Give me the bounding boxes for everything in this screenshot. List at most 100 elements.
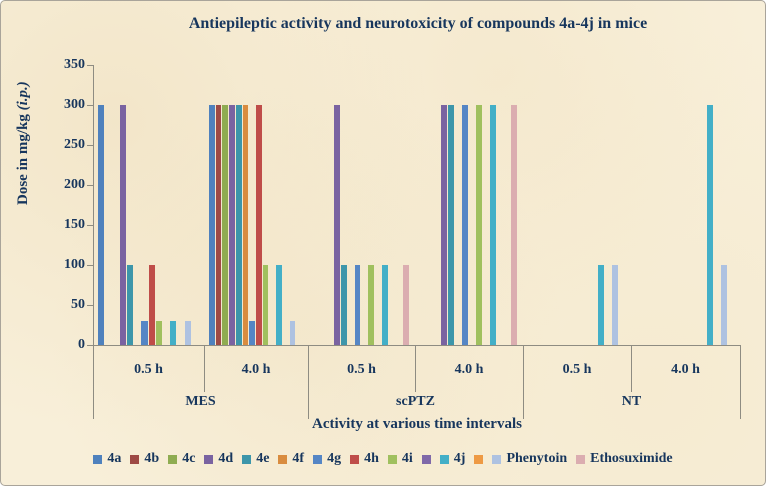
bar-slot [441, 105, 448, 345]
legend-item-4b: 4b [130, 451, 159, 467]
legend-item-4e: 4e [242, 451, 269, 467]
bar-4e-mes-4-0-h [235, 105, 242, 345]
bar-slot [289, 321, 297, 345]
bar-4i-scptz-0-5-h [368, 265, 375, 345]
legend-label: 4b [144, 451, 160, 466]
bar-slot [462, 105, 469, 345]
bar-4e-scptz-4-0-h [448, 105, 454, 345]
legend-item-ethosuximide: Ethosuximide [576, 451, 673, 467]
bar-group-scptz-0-5-h [308, 105, 415, 345]
bar-slot [229, 105, 236, 345]
y-tick-mark [87, 105, 94, 106]
bar-4h-mes-0-5-h [148, 265, 155, 345]
legend-label: 4h [364, 451, 379, 466]
legend-item-4j: 4j [439, 451, 466, 467]
time-interval-label: 4.0 h [671, 362, 700, 377]
bar-slot [612, 265, 619, 345]
y-tick-label: 200 [64, 177, 85, 192]
legend-swatch [93, 454, 103, 464]
category-separator-minor [204, 346, 205, 392]
time-interval-label: 4.0 h [241, 362, 271, 377]
time-interval-label: 0.5 h [134, 362, 163, 377]
bar-4g-mes-0-5-h [141, 321, 148, 345]
y-tick-label: 350 [64, 57, 85, 72]
bar-Phenytoin-mes-0-5-h [184, 321, 191, 345]
bar-4j-nt-0-5-h [598, 265, 604, 345]
bar-slot [215, 105, 223, 345]
bar-4g-scptz-0-5-h [354, 265, 361, 345]
legend-item-4c: 4c [168, 451, 195, 467]
legend: 4a 4b 4c 4d 4e 4f 4g 4h 4i 4j Phenytoin Ethosuximid… [7, 449, 759, 469]
bar-group-nt-0-5-h [523, 265, 631, 345]
bar-slot [256, 105, 263, 345]
legend-label: 4j [453, 451, 466, 466]
model-label-nt: NT [621, 394, 642, 409]
legend-swatch [387, 454, 397, 464]
y-tick-mark [87, 265, 94, 266]
legend-label: 4f [292, 451, 305, 466]
bar-slot [598, 265, 605, 345]
legend-label: 4a [107, 451, 122, 466]
category-separator-major [523, 346, 524, 419]
bar-slot [262, 265, 270, 345]
bar-4d-scptz-4-0-h [441, 105, 447, 345]
bar-4d-mes-4-0-h [229, 105, 235, 345]
bar-Phenytoin-mes-4-0-h [289, 321, 296, 345]
time-interval-label: 0.5 h [347, 362, 376, 377]
legend-swatch [168, 454, 178, 464]
bar-Ethosuximide-scptz-4-0-h [511, 105, 517, 345]
bar-slot [119, 105, 127, 345]
bar-slot [235, 105, 243, 345]
bar-slot [141, 321, 148, 345]
legend-label: 4c [182, 451, 196, 466]
y-tick-label: 50 [71, 297, 85, 312]
legend-item-4g: 4g [313, 451, 341, 467]
legend-swatch [130, 454, 140, 464]
category-separator-minor [415, 346, 416, 392]
legend-label: 4e [256, 451, 270, 466]
bar-slot [476, 105, 483, 345]
y-tick-label: 100 [64, 257, 85, 272]
bar-slot [340, 265, 348, 345]
bar-slot [402, 265, 410, 345]
bar-slot [98, 105, 105, 345]
y-tick-mark [87, 345, 94, 346]
bar-4g-mes-4-0-h [249, 321, 256, 345]
y-axis-title-text: Dose in mg/kg [15, 110, 31, 205]
y-axis-title-italic: (i.p.) [15, 81, 31, 111]
y-tick-mark [87, 305, 94, 306]
bar-slot [184, 321, 192, 345]
legend-label: 4d [218, 451, 234, 466]
bar-4d-mes-0-5-h [119, 105, 126, 345]
legend-label: Ethosuximide [590, 451, 673, 466]
time-interval-label: 0.5 h [562, 362, 592, 377]
plot-area [93, 65, 740, 345]
bar-4j-mes-0-5-h [170, 321, 177, 345]
bar-group-nt-4-0-h [631, 105, 740, 345]
legend-item-4i: 4i [387, 451, 413, 467]
bar-4d-scptz-0-5-h [333, 105, 340, 345]
bar-slot [242, 105, 250, 345]
legend-label: 4g [327, 451, 342, 466]
legend-swatch [242, 454, 252, 464]
bar-4e-scptz-0-5-h [340, 265, 347, 345]
bar-slot [490, 105, 497, 345]
bar-4g-scptz-4-0-h [462, 105, 468, 345]
category-separator-major [93, 346, 94, 419]
bar-4f-mes-4-0-h [242, 105, 249, 345]
bar-4a-mes-4-0-h [209, 105, 215, 345]
bar-4h-mes-4-0-h [256, 105, 262, 345]
legend-item-4f: 4f [278, 451, 304, 467]
category-separator-minor [631, 346, 632, 392]
legend-item-phenytoin: Phenytoin [492, 451, 567, 467]
legend-swatch [278, 454, 288, 464]
bar-4j-mes-4-0-h [276, 265, 282, 345]
bar-slot [511, 105, 518, 345]
bar-slot [354, 265, 362, 345]
y-tick-mark [87, 145, 94, 146]
bar-4i-scptz-4-0-h [476, 105, 482, 345]
bar-4j-nt-4-0-h [706, 105, 713, 345]
y-tick-label: 300 [64, 97, 85, 112]
legend-item-4h: 4h [350, 451, 379, 467]
